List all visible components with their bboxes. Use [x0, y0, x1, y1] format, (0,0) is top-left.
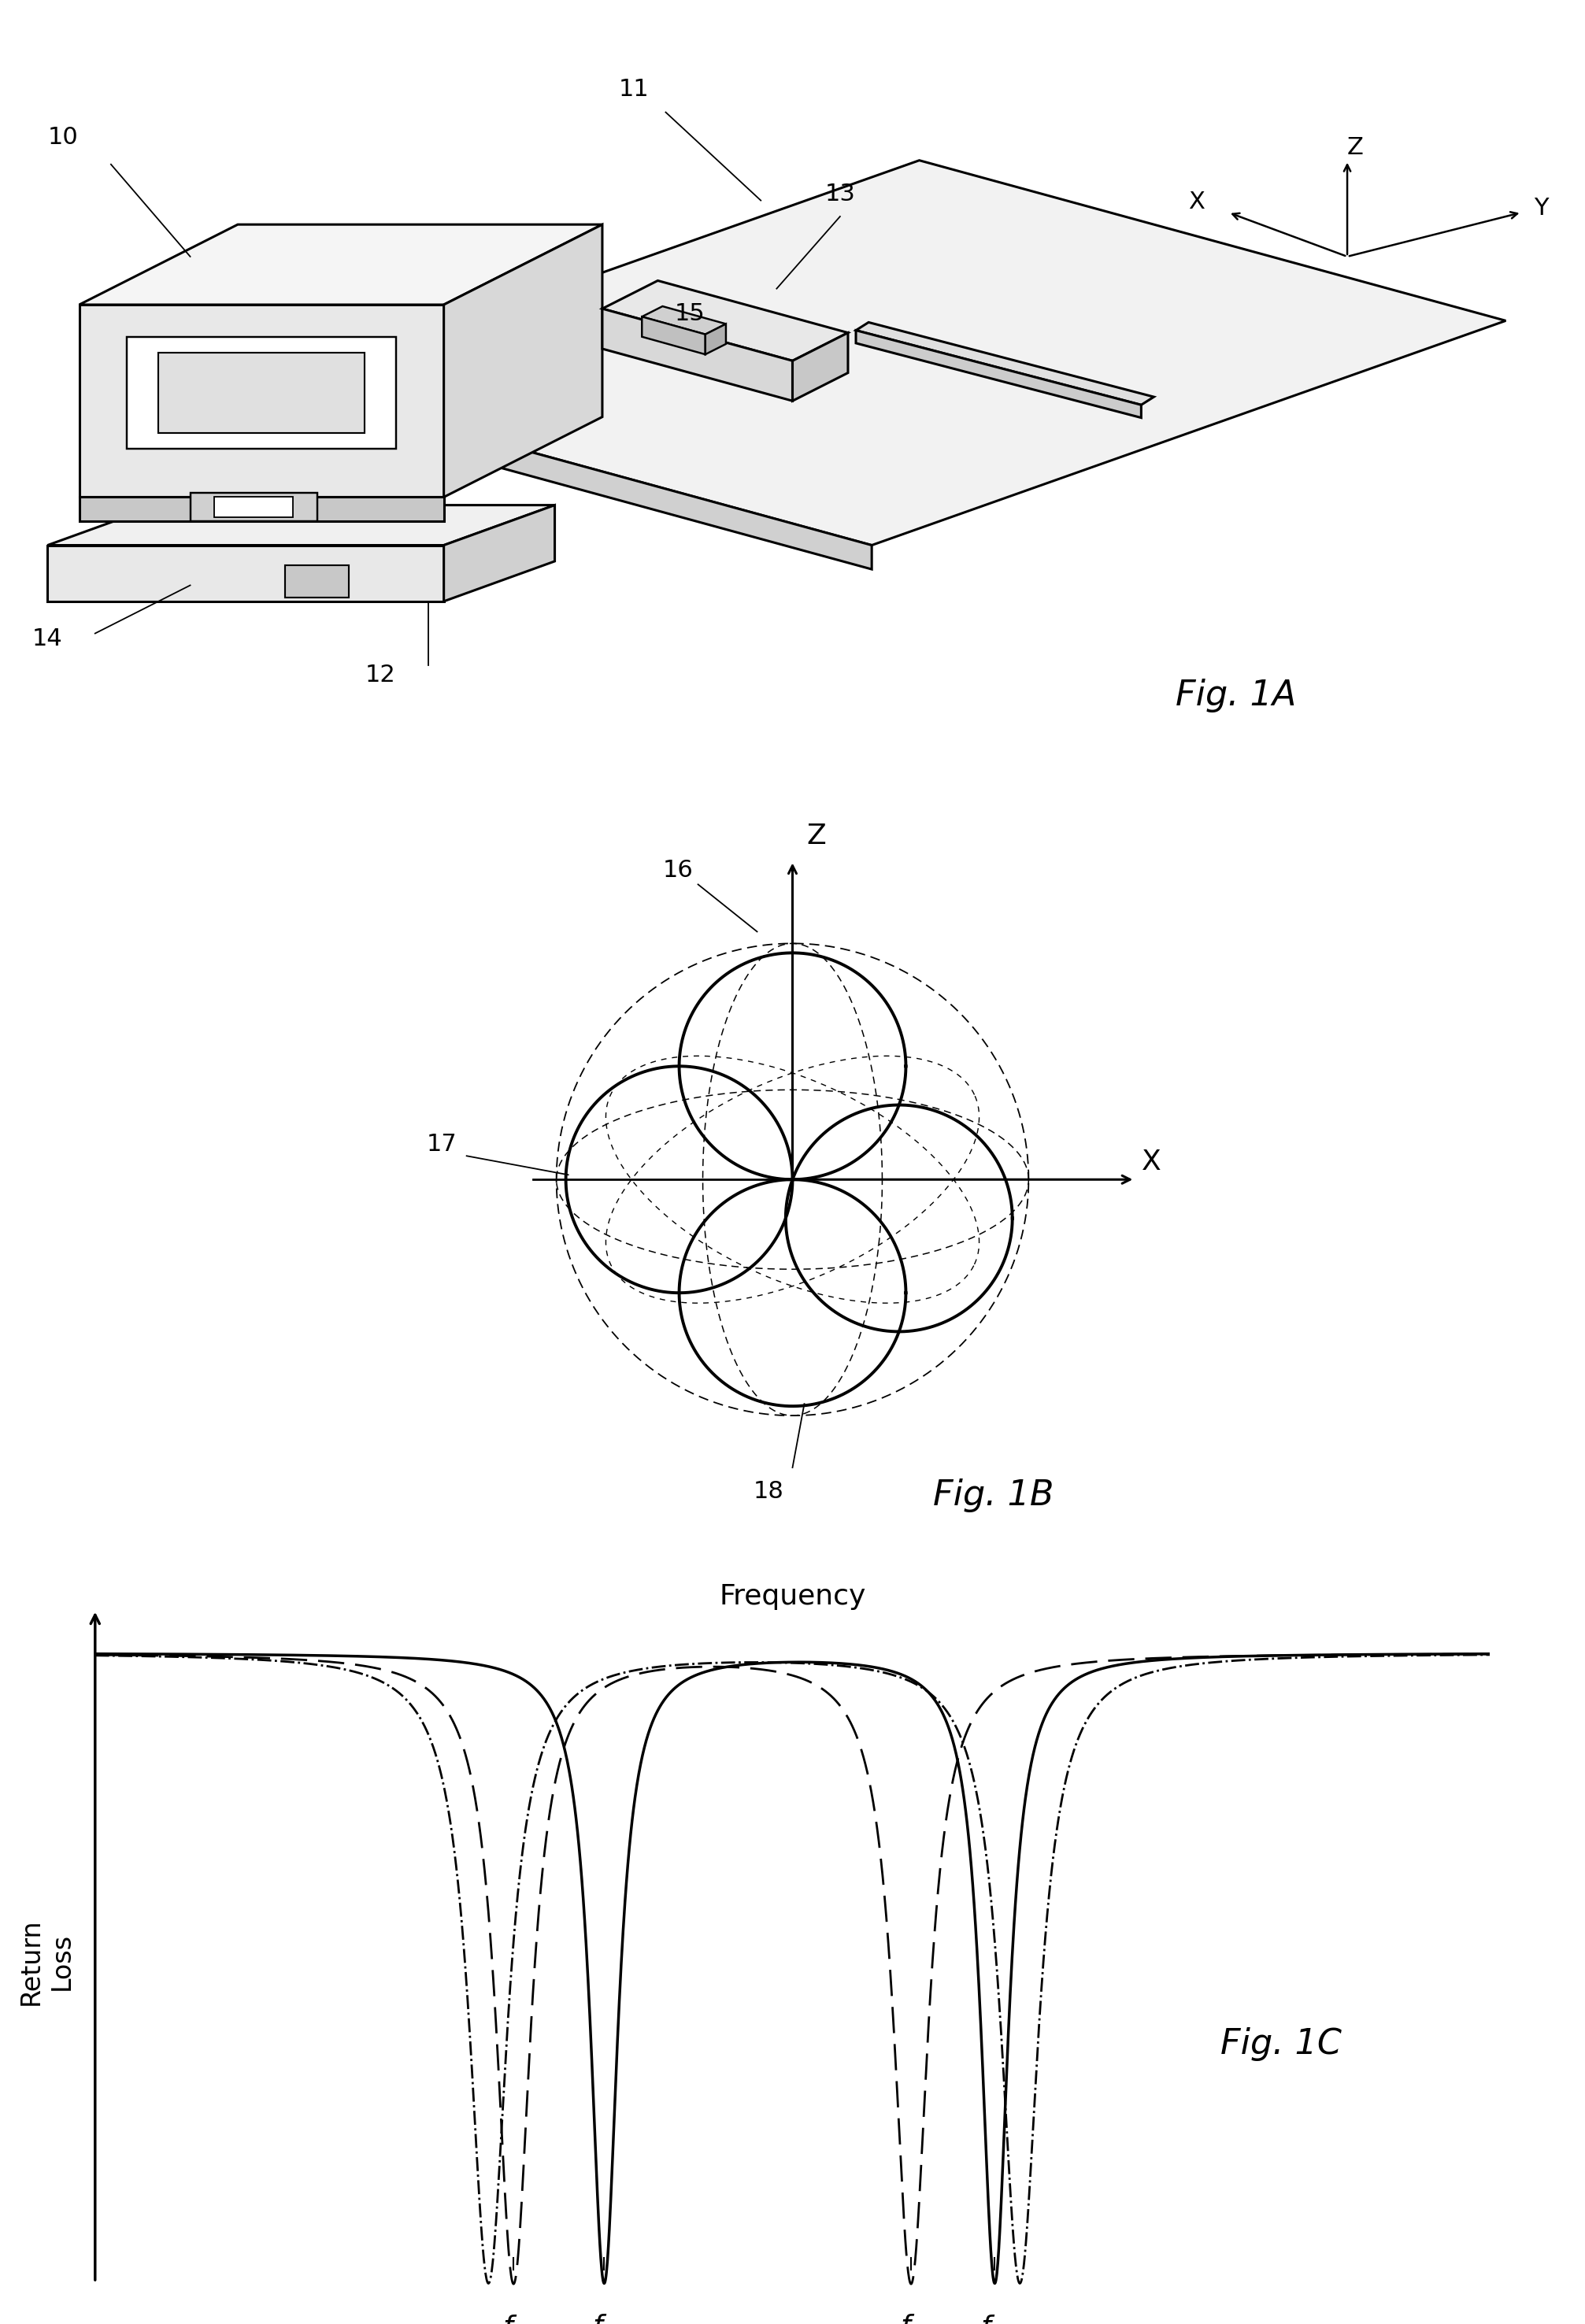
Polygon shape — [444, 225, 602, 497]
Polygon shape — [642, 316, 705, 353]
Polygon shape — [79, 497, 444, 521]
Polygon shape — [285, 160, 1506, 546]
Text: Frequency: Frequency — [720, 1583, 865, 1611]
Polygon shape — [79, 225, 602, 304]
Polygon shape — [602, 309, 792, 400]
Text: Y: Y — [1534, 198, 1549, 218]
Text: 13: 13 — [824, 181, 856, 205]
Text: $f_{\mathcal{L}}$: $f_{\mathcal{L}}$ — [591, 2312, 617, 2324]
Text: X: X — [1141, 1148, 1162, 1176]
Text: $f_{\mathcal{H}}$: $f_{\mathcal{H}}$ — [981, 2312, 1010, 2324]
Text: Z: Z — [1347, 135, 1363, 158]
Text: 15: 15 — [674, 302, 705, 325]
Polygon shape — [602, 281, 848, 360]
Polygon shape — [79, 304, 444, 497]
Text: X: X — [1189, 191, 1205, 214]
Polygon shape — [48, 504, 555, 546]
Polygon shape — [856, 330, 1141, 418]
Text: 17: 17 — [426, 1134, 456, 1155]
Polygon shape — [285, 386, 872, 569]
Text: 14: 14 — [32, 627, 63, 651]
Text: Return
Loss: Return Loss — [19, 1917, 74, 2006]
Text: Fig. 1C: Fig. 1C — [1220, 2027, 1341, 2061]
Polygon shape — [127, 337, 396, 449]
Polygon shape — [48, 546, 444, 602]
Text: $f_0$: $f_0$ — [900, 2312, 922, 2324]
Text: 10: 10 — [48, 125, 79, 149]
Polygon shape — [214, 497, 293, 518]
Polygon shape — [856, 323, 1154, 404]
Polygon shape — [444, 504, 555, 602]
Text: Fig. 1A: Fig. 1A — [1176, 679, 1297, 713]
Polygon shape — [158, 353, 365, 432]
Polygon shape — [792, 332, 848, 400]
Text: 18: 18 — [753, 1480, 785, 1504]
Text: Z: Z — [807, 823, 826, 851]
Polygon shape — [190, 493, 317, 521]
Text: Fig. 1B: Fig. 1B — [934, 1478, 1054, 1513]
Text: 16: 16 — [663, 860, 693, 883]
Polygon shape — [642, 307, 726, 335]
Text: 12: 12 — [365, 662, 396, 686]
Text: $f_4$: $f_4$ — [502, 2312, 525, 2324]
Text: 11: 11 — [618, 79, 650, 100]
Polygon shape — [285, 565, 349, 597]
Polygon shape — [705, 323, 726, 353]
